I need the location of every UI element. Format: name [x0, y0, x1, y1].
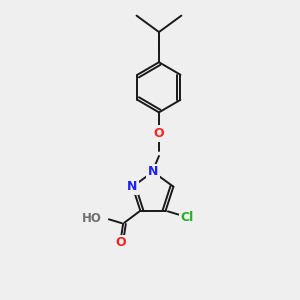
Text: O: O	[154, 127, 164, 140]
Text: O: O	[115, 236, 126, 249]
Text: Cl: Cl	[180, 211, 194, 224]
Text: HO: HO	[82, 212, 102, 224]
Text: N: N	[148, 165, 158, 178]
Text: N: N	[128, 180, 138, 193]
